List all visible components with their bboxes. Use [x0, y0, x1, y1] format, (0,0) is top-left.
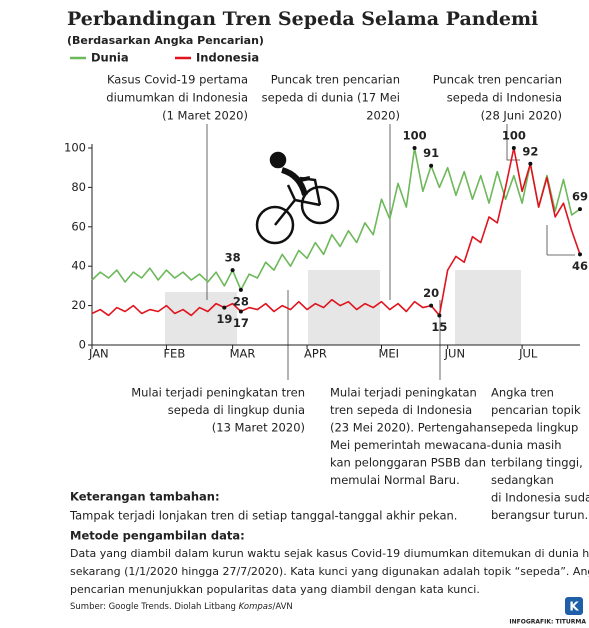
label-dot — [238, 309, 243, 314]
annotation: 2020) — [366, 109, 400, 123]
notes-text: Tampak terjadi lonjakan tren di setiap t… — [69, 509, 457, 523]
y-tick-label: 0 — [79, 338, 86, 352]
legend-label: Dunia — [91, 51, 129, 65]
value-label: 46 — [572, 259, 588, 273]
y-tick-label: 20 — [71, 298, 86, 312]
y-tick-label: 40 — [71, 259, 86, 273]
x-tick-label: JUL — [518, 347, 538, 361]
source: Sumber: Google Trends. Diolah Litbang Ko… — [70, 602, 293, 612]
x-tick-label: FEB — [163, 347, 185, 361]
credit: INFOGRAFIK: TITURMA — [509, 619, 586, 626]
annotation: (13 Maret 2020) — [212, 421, 305, 435]
annotation: sepeda lingkup — [491, 421, 578, 435]
value-label: 100 — [403, 129, 427, 143]
annotation: di Indonesia sudah — [491, 491, 589, 505]
notes-heading: Keterangan tambahan: — [70, 490, 220, 504]
value-label: 69 — [572, 190, 588, 204]
annotation: (1 Maret 2020) — [162, 109, 248, 123]
shade — [455, 270, 521, 345]
annotation: sepeda di dunia (17 Mei — [262, 91, 400, 105]
source-part: /AVN — [272, 602, 292, 612]
value-label: 38 — [225, 251, 241, 265]
annotation: dunia masih — [491, 438, 562, 452]
x-tick-label: JUN — [444, 347, 465, 361]
chart-subtitle: (Berdasarkan Angka Pencarian) — [67, 34, 264, 47]
value-label: 19 — [216, 312, 232, 326]
label-dot — [578, 252, 582, 257]
annotation: terbilang tinggi, — [491, 456, 583, 470]
annotation: Mulai terjadi peningkatan — [330, 386, 477, 400]
annotation: kan pelonggaran PSBB dan — [330, 456, 486, 470]
x-tick-label: JAN — [88, 347, 109, 361]
annotation: sedangkan — [491, 473, 554, 487]
value-label: 17 — [233, 316, 249, 330]
label-dot — [578, 207, 582, 212]
label-dot — [429, 163, 434, 168]
annotation: (23 Mei 2020). Pertengahan — [330, 421, 491, 435]
label-dot — [412, 146, 417, 150]
value-label: 15 — [431, 320, 447, 334]
notes-heading: Metode pengambilan data: — [70, 529, 245, 543]
label-dot — [511, 146, 516, 150]
value-label: 92 — [522, 144, 538, 158]
notes-text: pencarian menunjukkan popularitas data y… — [70, 583, 480, 596]
notes-text: Data yang diambil dalam kurun waktu seja… — [70, 547, 589, 560]
label-dot — [437, 313, 442, 318]
annotation: Puncak tren pencarian — [433, 73, 562, 87]
value-label: 28 — [233, 294, 249, 308]
annotation: Kasus Covid-19 pertama — [107, 73, 248, 87]
label-dot — [222, 305, 227, 310]
label-dot — [230, 268, 235, 273]
annotation: memulai Normal Baru. — [330, 473, 460, 487]
y-tick-label: 80 — [71, 180, 86, 194]
annotation: diumumkan di Indonesia — [106, 91, 248, 105]
annotation: Angka tren — [491, 386, 554, 400]
x-tick-label: MEI — [378, 347, 399, 361]
value-label: 91 — [423, 146, 439, 160]
value-label: 20 — [423, 286, 439, 300]
legend-label: Indonesia — [196, 51, 259, 65]
annotation: berangsur turun. — [491, 508, 588, 522]
annotation: (28 Juni 2020) — [481, 109, 562, 123]
y-tick-label: 60 — [71, 219, 86, 233]
label-dot — [238, 287, 243, 292]
series-line — [91, 147, 581, 317]
label-dot — [429, 303, 434, 308]
label-dot — [528, 161, 533, 166]
annotation: Mei pemerintah mewacana- — [330, 438, 491, 452]
logo: K — [569, 600, 579, 614]
annotation: Mulai terjadi peningkatan tren — [131, 386, 305, 400]
logo-box — [565, 597, 583, 615]
y-tick-label: 100 — [64, 141, 86, 155]
notes-text: sekarang (1/1/2020 hingga 27/7/2020). Ka… — [70, 565, 589, 578]
x-tick-label: APR — [304, 347, 327, 361]
annotation: tren sepeda di Indonesia — [330, 403, 472, 417]
x-tick-label: MAR — [230, 347, 256, 361]
source-part: Kompas — [239, 602, 273, 612]
annotation: Puncak tren pencarian — [271, 73, 400, 87]
chart-title: Perbandingan Tren Sepeda Selama Pandemi — [67, 8, 538, 30]
annotation: sepeda di Indonesia — [447, 91, 562, 105]
shade — [308, 270, 380, 345]
value-label: 100 — [502, 129, 526, 143]
connector — [546, 225, 575, 256]
series-line — [91, 147, 581, 291]
shade — [165, 292, 237, 345]
source-part: Sumber: Google Trends. Diolah Litbang — [70, 602, 239, 612]
annotation: sepeda di lingkup dunia — [168, 403, 305, 417]
bicycle-icon — [255, 151, 340, 245]
annotation: pencarian topik — [491, 403, 581, 417]
